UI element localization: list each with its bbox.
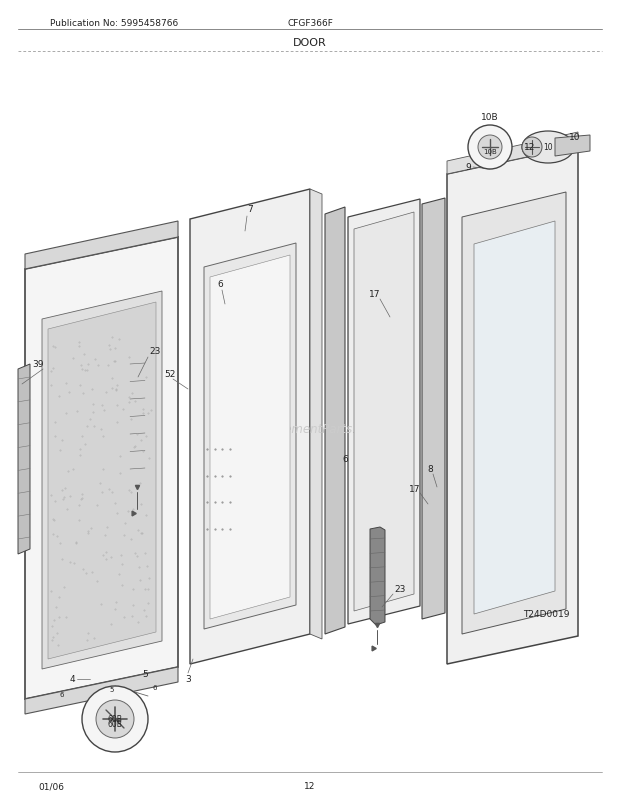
Polygon shape — [25, 237, 178, 699]
Text: 6: 6 — [217, 280, 223, 290]
Text: 01/06: 01/06 — [38, 781, 64, 791]
Polygon shape — [310, 190, 322, 639]
Text: 7: 7 — [247, 205, 253, 214]
Polygon shape — [462, 192, 566, 634]
Polygon shape — [18, 365, 30, 554]
Polygon shape — [48, 302, 156, 659]
Text: 5: 5 — [142, 670, 148, 678]
Circle shape — [478, 136, 502, 160]
Polygon shape — [370, 528, 385, 626]
Text: 52: 52 — [164, 370, 175, 379]
Text: 6: 6 — [342, 455, 348, 464]
Circle shape — [468, 126, 512, 170]
Text: 23: 23 — [149, 347, 161, 356]
Circle shape — [522, 138, 542, 158]
Text: Publication No: 5995458766: Publication No: 5995458766 — [50, 18, 179, 27]
Polygon shape — [354, 213, 414, 611]
Text: 8: 8 — [427, 465, 433, 474]
Text: 10B: 10B — [483, 149, 497, 155]
Polygon shape — [130, 353, 145, 488]
Ellipse shape — [522, 132, 574, 164]
Text: 5: 5 — [110, 687, 114, 692]
Text: 6: 6 — [60, 691, 64, 697]
Text: 17: 17 — [370, 290, 381, 299]
Polygon shape — [447, 147, 578, 664]
Text: 10: 10 — [543, 144, 553, 152]
Polygon shape — [348, 200, 420, 624]
Circle shape — [82, 687, 148, 752]
Text: CFGF366F: CFGF366F — [287, 18, 333, 27]
Text: 12: 12 — [525, 144, 536, 152]
Polygon shape — [325, 208, 345, 634]
Polygon shape — [42, 292, 162, 669]
Polygon shape — [190, 190, 310, 664]
Polygon shape — [474, 221, 555, 614]
Polygon shape — [25, 667, 178, 714]
Polygon shape — [25, 221, 178, 269]
Text: eReplacementParts.com: eReplacementParts.com — [238, 423, 382, 436]
Text: 39: 39 — [32, 360, 44, 369]
Text: T24D0019: T24D0019 — [523, 610, 570, 618]
Polygon shape — [210, 256, 290, 619]
Text: 10B: 10B — [481, 113, 499, 123]
Polygon shape — [447, 133, 578, 175]
Text: 60B: 60B — [107, 719, 122, 728]
Text: 4: 4 — [69, 674, 75, 683]
Text: 23: 23 — [394, 585, 405, 593]
Text: 12: 12 — [304, 781, 316, 791]
Text: DOOR: DOOR — [293, 38, 327, 48]
Text: 3: 3 — [185, 674, 191, 683]
Text: 60B: 60B — [107, 715, 122, 723]
Polygon shape — [204, 244, 296, 630]
Text: 10: 10 — [569, 133, 581, 142]
Text: 17: 17 — [409, 485, 421, 494]
Circle shape — [96, 700, 134, 738]
Polygon shape — [555, 136, 590, 157]
Text: 6: 6 — [153, 684, 157, 691]
Text: 9: 9 — [465, 164, 471, 172]
Polygon shape — [422, 199, 445, 619]
